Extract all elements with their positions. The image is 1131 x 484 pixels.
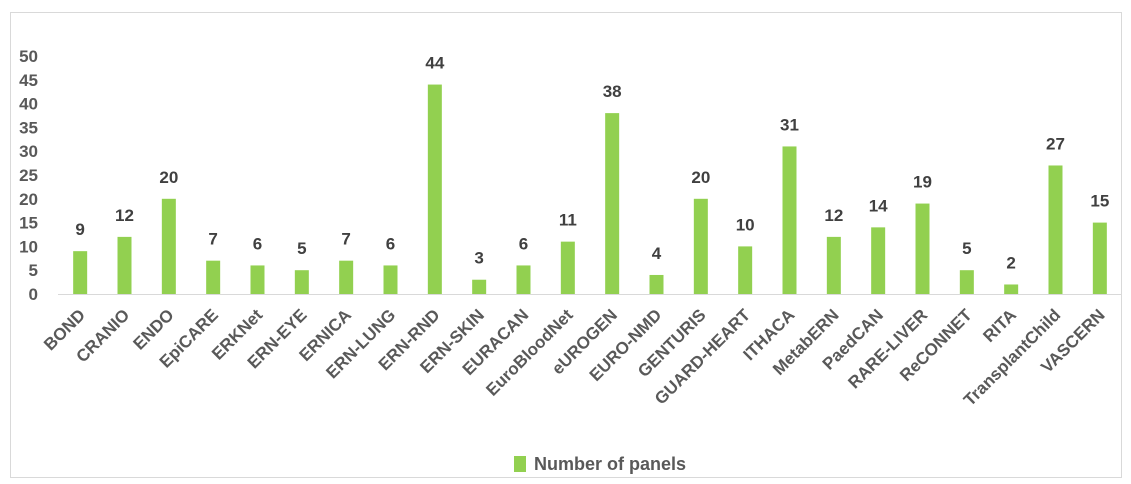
bar [959, 270, 974, 294]
bar [1092, 222, 1107, 294]
data-label: 11 [559, 211, 577, 230]
data-label: 20 [159, 168, 178, 187]
y-tick-label: 45 [19, 71, 38, 90]
bar [693, 198, 708, 294]
bar [472, 279, 487, 294]
y-tick-label: 40 [19, 95, 38, 114]
bar [73, 251, 88, 294]
data-label: 7 [208, 230, 217, 249]
x-tick-label: RITA [979, 305, 1020, 346]
bar [605, 113, 620, 295]
data-label: 4 [652, 244, 662, 263]
bar [383, 265, 398, 294]
bar [427, 84, 442, 294]
bar [560, 241, 575, 294]
bar [649, 274, 664, 294]
legend-label: Number of panels [534, 454, 686, 474]
y-tick-label: 30 [19, 142, 38, 161]
bar [826, 236, 841, 294]
bar [915, 203, 930, 294]
y-tick-label: 35 [19, 118, 38, 137]
data-label: 20 [691, 168, 710, 187]
legend-swatch [514, 456, 526, 472]
data-label: 44 [425, 54, 444, 73]
y-tick-label: 25 [19, 166, 38, 185]
bar [738, 246, 753, 294]
data-label: 38 [603, 82, 622, 101]
data-label: 5 [962, 239, 971, 258]
data-label: 6 [386, 234, 395, 253]
data-label: 3 [474, 249, 483, 268]
y-tick-label: 5 [29, 261, 38, 280]
data-label: 12 [824, 206, 843, 225]
data-label: 6 [253, 234, 262, 253]
y-tick-label: 0 [29, 285, 38, 304]
data-label: 31 [780, 115, 799, 134]
bar [871, 227, 886, 294]
bar [1048, 165, 1063, 294]
data-label: 2 [1006, 253, 1015, 272]
data-label: 14 [869, 196, 888, 215]
bar [294, 270, 309, 294]
bar [516, 265, 531, 294]
data-label: 12 [115, 206, 134, 225]
bar [117, 236, 132, 294]
y-tick-label: 20 [19, 190, 38, 209]
data-label: 19 [913, 173, 932, 192]
y-tick-label: 15 [19, 214, 38, 233]
y-tick-label: 50 [19, 47, 38, 66]
bar [250, 265, 265, 294]
data-label: 7 [341, 230, 350, 249]
bar [339, 260, 354, 294]
data-label: 5 [297, 239, 306, 258]
bar [206, 260, 221, 294]
data-label: 6 [519, 234, 528, 253]
data-label: 10 [736, 215, 755, 234]
bar [782, 146, 797, 294]
bar [161, 198, 176, 294]
bar [1004, 284, 1019, 294]
data-label: 15 [1090, 192, 1109, 211]
data-label: 27 [1046, 134, 1065, 153]
y-tick-label: 10 [19, 237, 38, 256]
data-label: 9 [75, 220, 84, 239]
